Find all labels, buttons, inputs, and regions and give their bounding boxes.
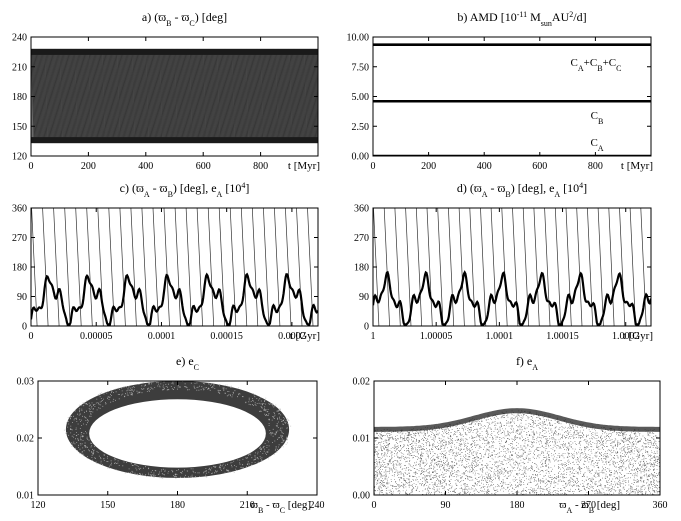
panel-c: c) (ϖA - ϖB) [deg], eA [104] 0 0.00005 0.00… — [12, 181, 320, 343]
band-edge-bottom — [31, 137, 318, 144]
y-tick-label: 360 — [12, 204, 27, 215]
x-tick-label: 600 — [532, 161, 547, 172]
scatter-points — [374, 410, 660, 495]
x-tick-label: 400 — [138, 161, 153, 172]
y-tick-label: 0.01 — [353, 434, 371, 445]
y-tick-label: 120 — [12, 152, 27, 163]
angle-trace — [373, 208, 647, 326]
x-tick-label: 1.00015 — [546, 331, 579, 342]
panel-e: e) eC 120 150 180 210 240 0.01 0.02 0.03 ϖB - ϖC … — [17, 354, 325, 515]
series-label-ca: CA — [590, 137, 603, 153]
x-tick-label: 180 — [170, 500, 185, 511]
y-tick-label: 180 — [12, 263, 27, 274]
plot-frame-b — [372, 36, 652, 157]
eccentricity-trace — [31, 272, 318, 326]
y-tick-label: 0.00 — [352, 152, 370, 163]
x-tick-label: 0 — [29, 161, 34, 172]
panel-title-b: b) AMD [10-11 MsunAU2/d] — [457, 10, 586, 28]
x-tick-label: 1.0002 — [612, 331, 640, 342]
y-tick-label: 2.50 — [352, 122, 370, 133]
plot-area-e — [63, 381, 292, 479]
plot-area-f — [374, 408, 660, 495]
y-tick-label: 0.02 — [17, 434, 35, 445]
y-tick-label: 270 — [12, 233, 27, 244]
x-tick-label: 0.0002 — [278, 331, 306, 342]
x-tick-label: 800 — [253, 161, 268, 172]
plot-area-b — [373, 43, 651, 156]
panel-title-a: a) (ϖB - ϖC) [deg] — [142, 10, 227, 28]
x-axis-label: t [Gyr] — [290, 330, 320, 342]
x-tick-label: 0.00005 — [80, 331, 113, 342]
panel-title-e: e) eC — [176, 354, 199, 372]
y-tick-label: 0 — [22, 322, 27, 333]
x-tick-label: 200 — [421, 161, 436, 172]
plot-area-d — [373, 208, 651, 326]
y-tick-label: 5.00 — [352, 92, 370, 103]
series-label-cb: CB — [591, 110, 604, 126]
panel-a: a) (ϖB - ϖC) [deg] 0 200 400 600 800 120 150 180… — [12, 10, 320, 172]
x-tick-label: 400 — [477, 161, 492, 172]
panel-b: b) AMD [10-11 MsunAU2/d] CA+CB+CC CB CA 0 200… — [347, 10, 654, 173]
x-tick-label: 210 — [240, 500, 255, 511]
y-tick-label: 180 — [12, 92, 27, 103]
x-axis-label: t [Gyr] — [623, 330, 653, 342]
y-tick-label: 0.02 — [353, 377, 371, 388]
x-tick-label: 0.0001 — [148, 331, 176, 342]
x-axis-label: t [Myr] — [288, 160, 320, 172]
y-tick-label: 0.00 — [353, 491, 371, 502]
series-label-total: CA+CB+CC — [571, 57, 622, 73]
x-tick-label: 0 — [372, 500, 377, 511]
ring-texture — [63, 381, 292, 479]
x-tick-label: 600 — [196, 161, 211, 172]
panel-d: d) (ϖA - ϖB) [deg], eA [104] 1 1.00005 1.00… — [354, 181, 653, 343]
x-tick-label: 120 — [31, 500, 46, 511]
y-tick-label: 240 — [12, 33, 27, 44]
x-tick-label: 360 — [653, 500, 668, 511]
x-tick-label: 0.00015 — [210, 331, 243, 342]
x-axis-label: ϖB - ϖC [deg] — [251, 499, 311, 515]
y-tick-label: 0 — [364, 322, 369, 333]
x-tick-label: 1.00005 — [420, 331, 453, 342]
panel-f: f) eA 0 90 180 270 360 0.00 0.01 0.02 ϖA - ϖB [de… — [353, 354, 668, 515]
y-tick-label: 210 — [12, 62, 27, 73]
y-tick-label: 90 — [17, 292, 27, 303]
angle-trace — [31, 208, 314, 326]
panel-title-d: d) (ϖA - ϖB) [deg], eA [104] — [457, 181, 587, 199]
y-tick-label: 270 — [354, 233, 369, 244]
y-tick-label: 90 — [359, 292, 369, 303]
y-tick-label: 7.50 — [352, 62, 370, 73]
panel-title-f: f) eA — [516, 354, 538, 372]
x-tick-label: 1 — [371, 331, 376, 342]
x-tick-label: 800 — [588, 161, 603, 172]
x-tick-label: 1.0001 — [486, 331, 514, 342]
x-tick-label: 0 — [371, 161, 376, 172]
y-tick-label: 10.00 — [347, 33, 370, 44]
upper-envelope — [374, 408, 660, 432]
y-tick-label: 0.01 — [17, 491, 35, 502]
y-tick-label: 150 — [12, 122, 27, 133]
x-tick-label: 0 — [29, 331, 34, 342]
x-tick-label: 270 — [581, 500, 596, 511]
x-tick-label: 200 — [81, 161, 96, 172]
plot-area-c — [31, 208, 318, 326]
plot-area-a — [31, 48, 318, 144]
x-tick-label: 240 — [310, 500, 325, 511]
phase-ring — [65, 381, 290, 478]
y-tick-label: 0.03 — [17, 377, 35, 388]
x-tick-label: 180 — [510, 500, 525, 511]
panel-title-c: c) (ϖA - ϖB) [deg], eA [104] — [120, 181, 250, 199]
x-axis-label: ϖA - ϖB [deg] — [559, 499, 620, 515]
x-axis-label: t [Myr] — [621, 160, 653, 172]
x-tick-label: 150 — [100, 500, 115, 511]
band-edge-top — [31, 48, 318, 55]
eccentricity-trace — [373, 270, 651, 326]
x-tick-label: 90 — [441, 500, 451, 511]
y-tick-label: 180 — [354, 263, 369, 274]
y-tick-label: 360 — [354, 204, 369, 215]
